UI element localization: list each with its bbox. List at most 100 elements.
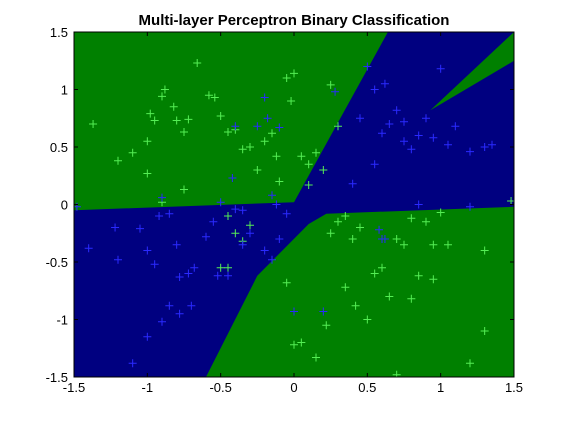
point-series1-53 [444,140,452,149]
point-series0-35 [304,180,313,189]
point-series1-60 [370,85,379,94]
point-series0-53 [400,240,408,249]
x-tick-label: 1 [437,380,444,395]
point-series1-52 [436,64,445,73]
point-series0-70 [392,370,401,377]
point-series0-44 [326,229,335,238]
point-series1-35 [253,122,262,131]
y-tick-label: -0.5 [46,255,68,270]
point-series1-64 [348,179,357,188]
point-series0-5 [146,109,155,118]
point-series1-58 [356,114,364,123]
point-series0-8 [160,85,169,94]
point-series1-33 [228,174,237,183]
point-series1-29 [282,209,291,218]
point-series0-69 [363,315,372,324]
x-tick-label: 0.5 [358,380,376,395]
point-series1-21 [209,217,218,226]
point-series1-19 [114,255,122,264]
point-series1-45 [380,79,389,88]
point-series1-51 [429,133,438,142]
point-series1-10 [175,272,184,281]
point-series0-29 [297,152,306,161]
point-series0-21 [253,166,262,174]
point-series0-27 [287,97,296,105]
point-series0-19 [238,145,247,154]
point-series1-41 [290,307,298,316]
point-series0-28 [290,69,298,78]
point-series0-63 [322,321,331,330]
point-series0-60 [429,275,438,284]
point-series1-50 [422,114,430,123]
point-series1-55 [466,147,474,156]
point-series0-10 [172,116,181,125]
point-series1-57 [488,140,496,149]
point-series0-23 [268,129,276,138]
point-series1-1 [84,244,93,253]
point-series1-22 [213,271,222,280]
region-green-1 [206,206,514,377]
point-series0-39 [231,229,240,238]
point-series1-5 [150,260,159,269]
point-series1-13 [187,301,196,310]
x-tick-label: -1 [142,380,154,395]
region-green-2 [430,32,514,111]
y-tick-label: 1 [61,83,68,98]
point-series0-68 [341,283,350,292]
point-series1-8 [165,209,174,218]
point-series0-25 [275,177,284,186]
point-series1-32 [216,198,225,207]
point-series0-55 [414,271,423,280]
point-series0-26 [282,74,291,82]
point-series1-14 [175,309,184,318]
plot-area [73,31,515,378]
x-tick-label: -0.5 [209,380,231,395]
point-series1-18 [128,359,137,368]
x-axis: -1.5 -1 -0.5 0 0.5 1 1.5 [63,32,523,395]
point-series1-4 [143,246,152,255]
point-series0-30 [304,160,313,169]
point-series0-17 [224,128,232,137]
point-series1-2 [111,223,120,232]
x-tick-label: 0 [290,380,297,395]
y-axis: -1.5 -1 -0.5 0 0.5 1 1.5 [46,25,514,385]
point-series1-34 [231,122,240,131]
point-series1-7 [158,193,166,202]
point-series0-66 [290,340,298,349]
point-series0-58 [436,208,445,217]
point-series1-20 [202,232,210,241]
point-series0-47 [348,235,357,243]
point-series0-57 [429,240,438,249]
y-tick-label: 1.5 [50,25,68,40]
point-series1-26 [260,246,269,255]
y-tick-label: 0 [61,198,68,213]
point-series0-54 [407,214,416,223]
point-series1-9 [172,240,181,249]
point-series0-20 [246,143,254,151]
point-series1-23 [224,271,232,280]
point-series0-1 [114,156,122,165]
point-series0-33 [334,122,342,131]
point-series0-0 [89,120,98,128]
point-series0-13 [193,59,202,68]
point-series0-50 [378,263,386,272]
point-series1-40 [272,200,281,209]
point-series1-54 [451,122,460,131]
point-series0-51 [385,292,394,301]
point-series0-64 [312,353,320,362]
point-series0-71 [466,359,474,368]
point-series0-72 [480,327,489,335]
point-series0-46 [341,212,350,220]
y-tick-label: 0.5 [50,140,68,155]
point-series1-12 [190,263,199,272]
point-series1-62 [400,117,408,126]
point-series1-68 [414,200,423,209]
point-series0-52 [392,235,401,243]
point-series1-39 [268,191,276,200]
point-series1-46 [392,106,401,115]
point-series1-63 [331,87,340,96]
point-series0-34 [319,166,328,174]
point-series1-27 [268,255,276,264]
point-series0-59 [444,240,452,249]
y-tick-label: -1.5 [46,370,68,385]
